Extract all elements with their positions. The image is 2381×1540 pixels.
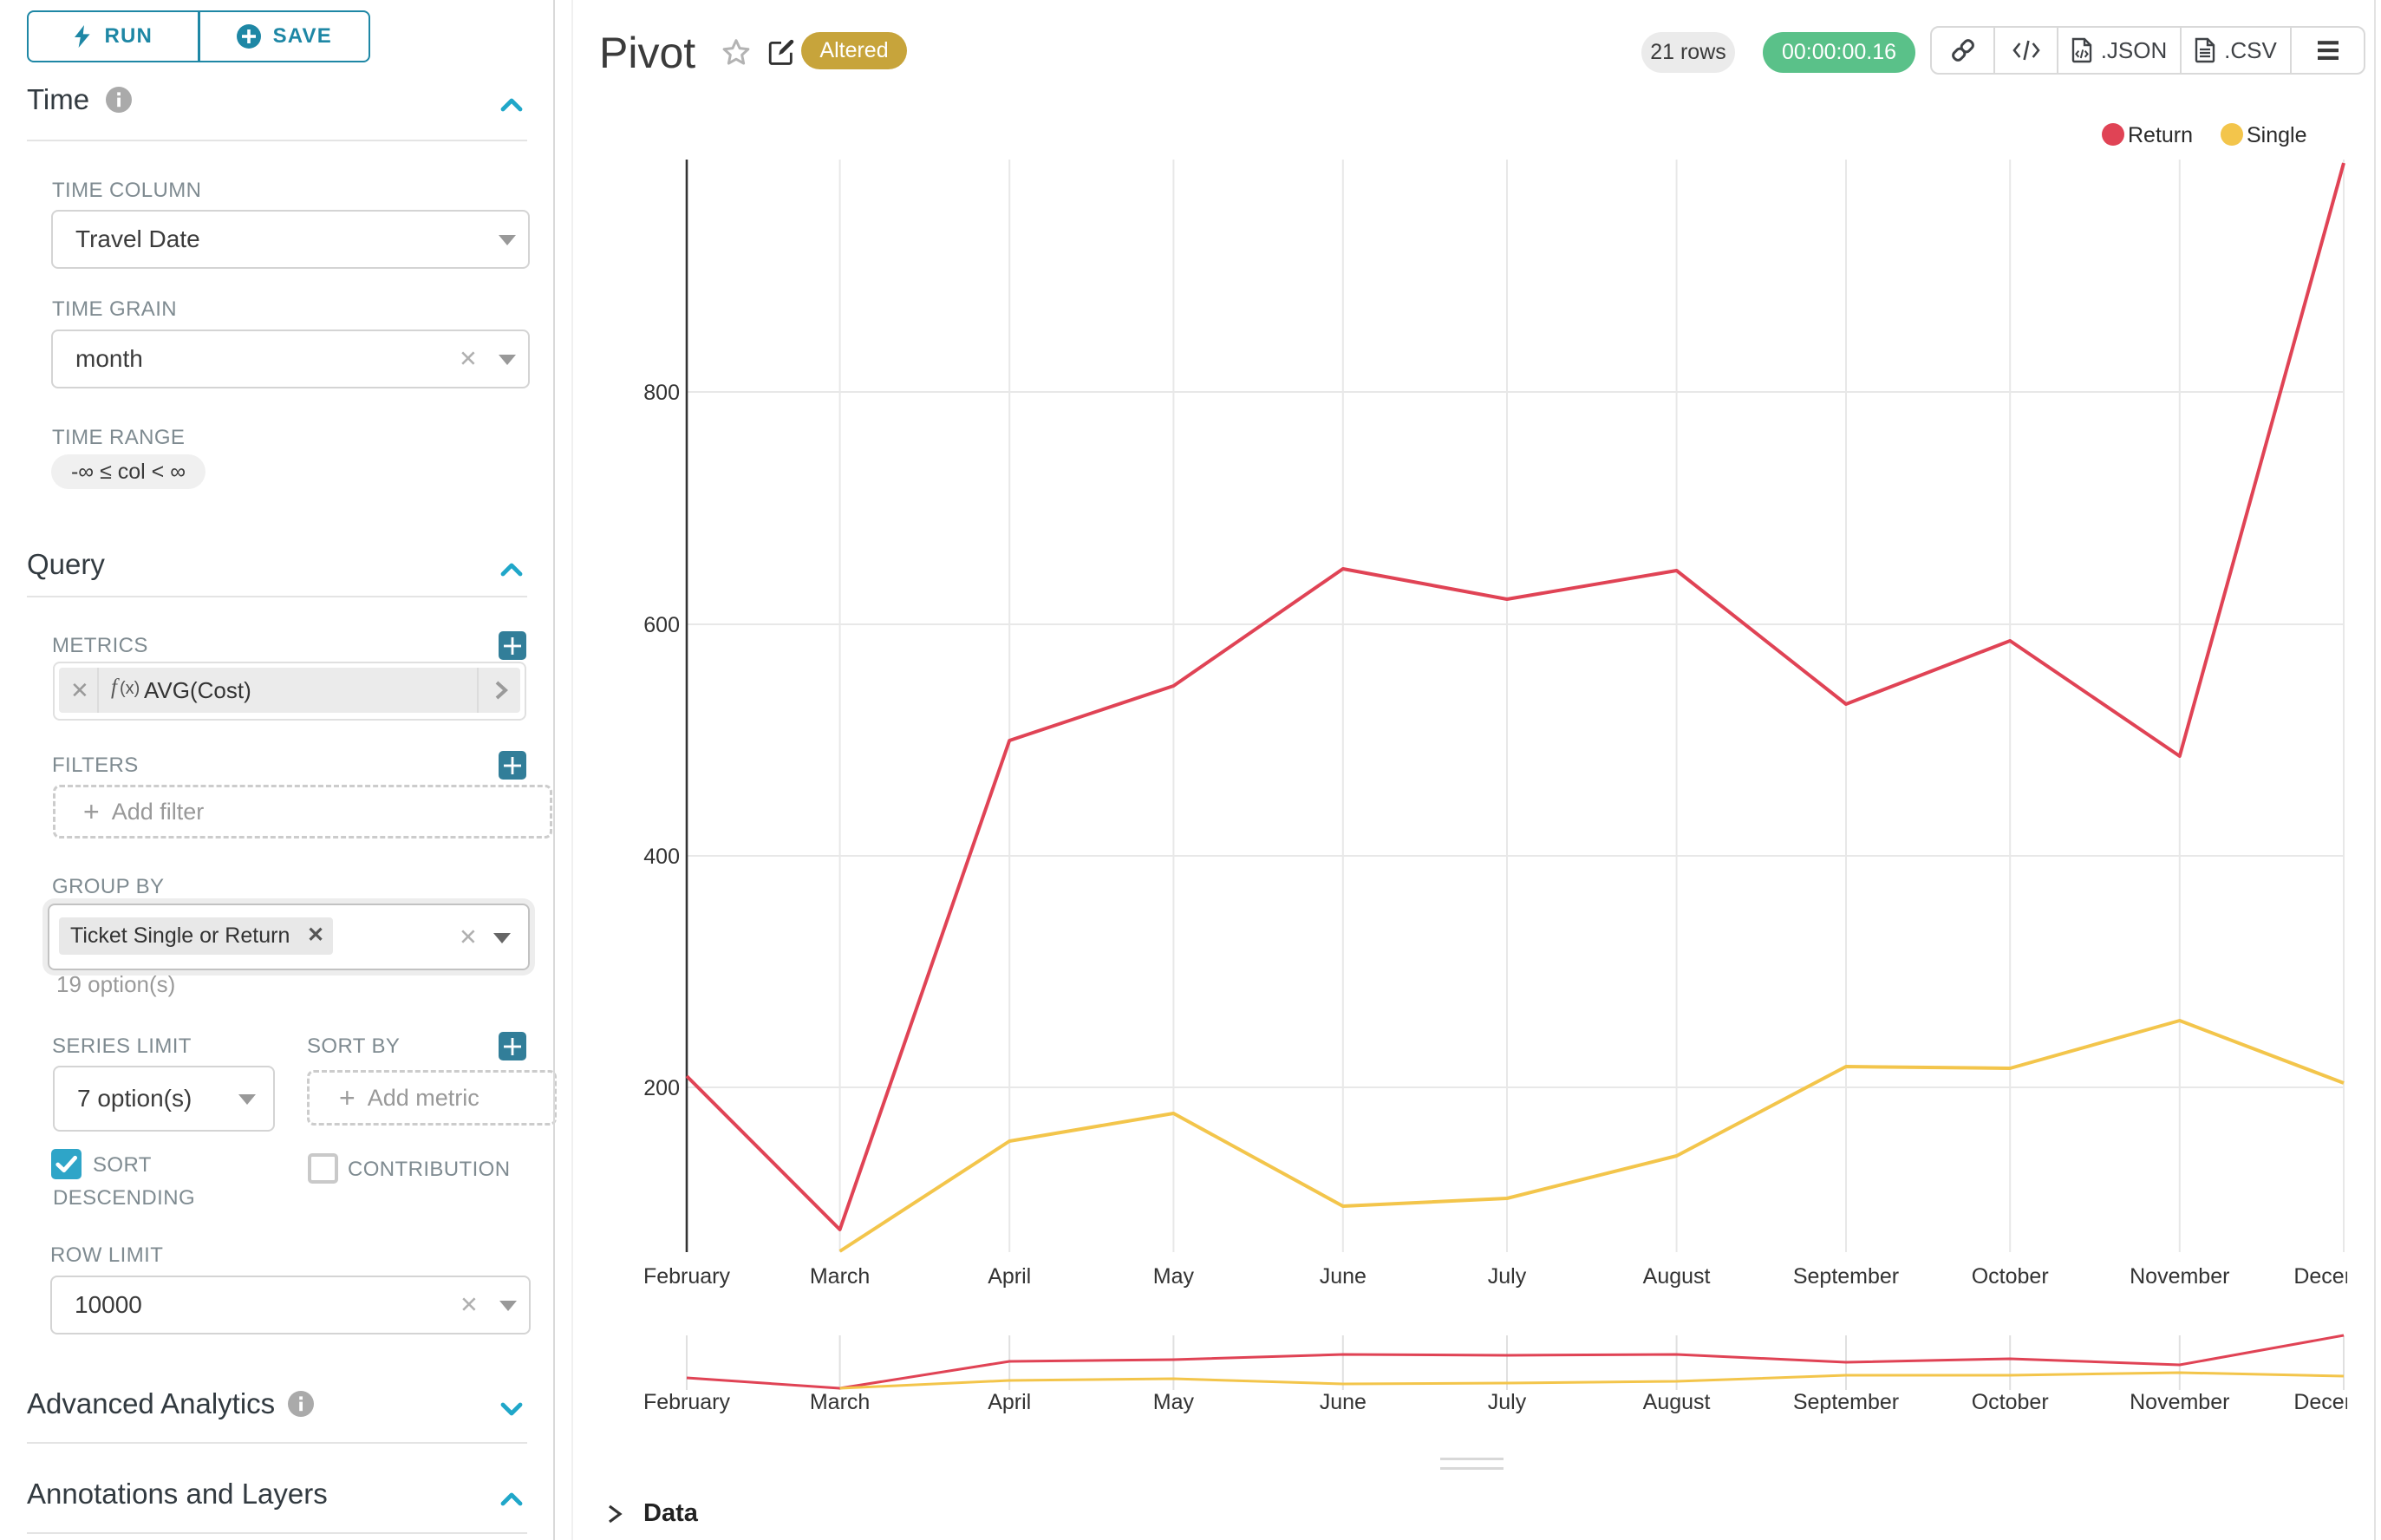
- svg-text:November: November: [2130, 1264, 2229, 1289]
- svg-text:April: April: [988, 1390, 1031, 1414]
- svg-text:200: 200: [643, 1076, 680, 1100]
- svg-text:August: August: [1643, 1264, 1711, 1289]
- svg-text:June: June: [1320, 1264, 1367, 1289]
- svg-text:October: October: [1972, 1264, 2049, 1289]
- svg-text:October: October: [1972, 1390, 2049, 1414]
- svg-text:September: September: [1793, 1390, 1899, 1414]
- svg-text:May: May: [1153, 1264, 1195, 1289]
- svg-text:August: August: [1643, 1390, 1711, 1414]
- svg-text:February: February: [643, 1264, 731, 1289]
- svg-text:March: March: [810, 1264, 870, 1289]
- svg-text:September: September: [1793, 1264, 1899, 1289]
- svg-text:July: July: [1488, 1390, 1527, 1414]
- svg-text:Single: Single: [2247, 123, 2307, 147]
- svg-text:April: April: [988, 1264, 1031, 1289]
- svg-text:February: February: [643, 1390, 731, 1414]
- svg-text:400: 400: [643, 845, 680, 869]
- svg-text:December: December: [2293, 1264, 2381, 1289]
- svg-text:600: 600: [643, 613, 680, 637]
- svg-text:November: November: [2130, 1390, 2229, 1414]
- svg-text:June: June: [1320, 1390, 1367, 1414]
- svg-text:Return: Return: [2128, 123, 2193, 147]
- svg-text:March: March: [810, 1390, 870, 1414]
- svg-text:July: July: [1488, 1264, 1527, 1289]
- svg-text:800: 800: [643, 381, 680, 405]
- svg-text:December: December: [2293, 1390, 2381, 1414]
- svg-text:May: May: [1153, 1390, 1195, 1414]
